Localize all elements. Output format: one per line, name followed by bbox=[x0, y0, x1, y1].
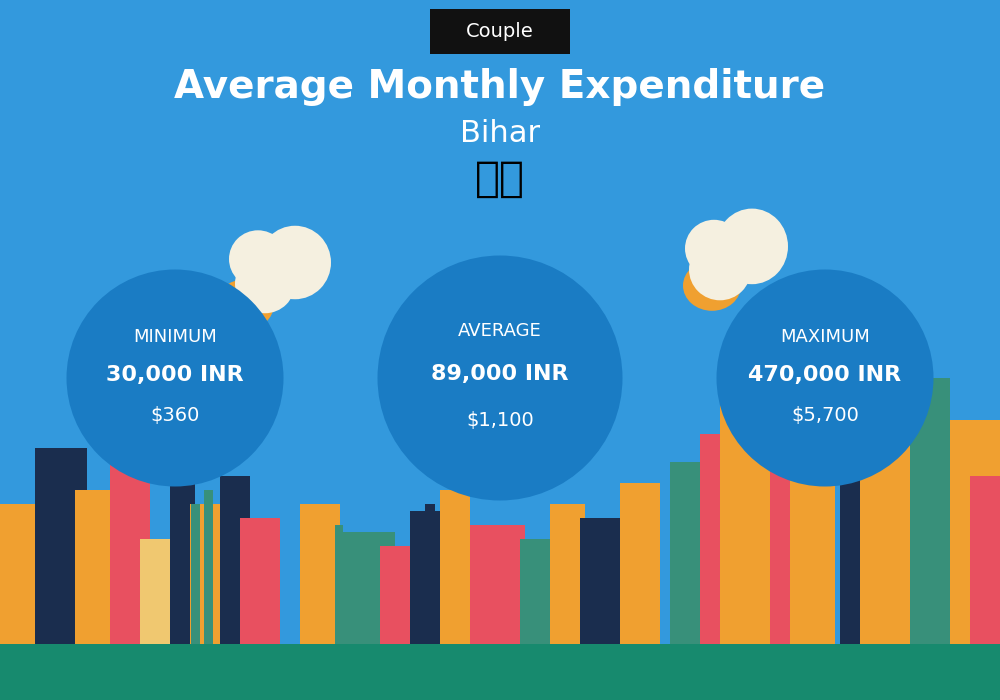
Bar bbox=[580, 518, 630, 644]
Bar bbox=[910, 378, 950, 644]
Bar bbox=[240, 518, 280, 644]
Text: AVERAGE: AVERAGE bbox=[458, 323, 542, 340]
Text: Couple: Couple bbox=[466, 22, 534, 41]
Bar bbox=[0, 644, 1000, 700]
Bar bbox=[970, 476, 1000, 644]
Bar bbox=[140, 539, 175, 644]
Bar bbox=[0, 504, 38, 644]
Bar bbox=[770, 448, 795, 644]
Ellipse shape bbox=[685, 220, 743, 277]
Bar bbox=[520, 539, 560, 644]
FancyBboxPatch shape bbox=[430, 8, 570, 55]
Bar bbox=[670, 462, 710, 644]
Bar bbox=[204, 490, 213, 644]
Ellipse shape bbox=[216, 279, 274, 330]
Bar bbox=[220, 476, 250, 644]
Text: $5,700: $5,700 bbox=[791, 407, 859, 426]
Ellipse shape bbox=[683, 260, 741, 311]
Ellipse shape bbox=[716, 209, 788, 284]
Bar bbox=[700, 434, 725, 644]
Bar bbox=[425, 504, 435, 644]
Ellipse shape bbox=[66, 270, 284, 486]
Bar bbox=[75, 490, 117, 644]
Bar bbox=[300, 504, 340, 644]
Bar bbox=[380, 546, 415, 644]
Bar bbox=[950, 420, 1000, 644]
Bar bbox=[178, 476, 188, 644]
Text: 470,000 INR: 470,000 INR bbox=[748, 365, 902, 385]
Bar bbox=[550, 504, 585, 644]
Bar bbox=[335, 525, 343, 644]
Bar bbox=[440, 490, 470, 644]
Text: 🇮🇳: 🇮🇳 bbox=[475, 158, 525, 199]
Text: $1,100: $1,100 bbox=[466, 412, 534, 430]
Ellipse shape bbox=[229, 230, 287, 288]
Text: MINIMUM: MINIMUM bbox=[133, 328, 217, 346]
Bar bbox=[840, 392, 865, 644]
Text: 89,000 INR: 89,000 INR bbox=[431, 364, 569, 384]
Bar bbox=[191, 504, 200, 644]
Text: Bihar: Bihar bbox=[460, 118, 540, 148]
Bar bbox=[620, 483, 660, 644]
Bar bbox=[35, 448, 87, 644]
Text: MAXIMUM: MAXIMUM bbox=[780, 328, 870, 346]
Bar bbox=[860, 322, 915, 644]
Text: Average Monthly Expenditure: Average Monthly Expenditure bbox=[174, 69, 826, 106]
Bar bbox=[720, 364, 775, 644]
Bar bbox=[470, 525, 525, 644]
Bar bbox=[110, 434, 150, 644]
Ellipse shape bbox=[378, 256, 622, 500]
Ellipse shape bbox=[689, 239, 751, 300]
Ellipse shape bbox=[235, 254, 295, 314]
Bar bbox=[170, 462, 195, 644]
Text: $360: $360 bbox=[150, 407, 200, 426]
Text: 30,000 INR: 30,000 INR bbox=[106, 365, 244, 385]
Bar bbox=[340, 532, 395, 644]
Ellipse shape bbox=[716, 270, 934, 486]
Ellipse shape bbox=[259, 225, 331, 300]
Bar bbox=[790, 336, 835, 644]
Bar bbox=[190, 504, 230, 644]
Bar bbox=[410, 511, 450, 644]
